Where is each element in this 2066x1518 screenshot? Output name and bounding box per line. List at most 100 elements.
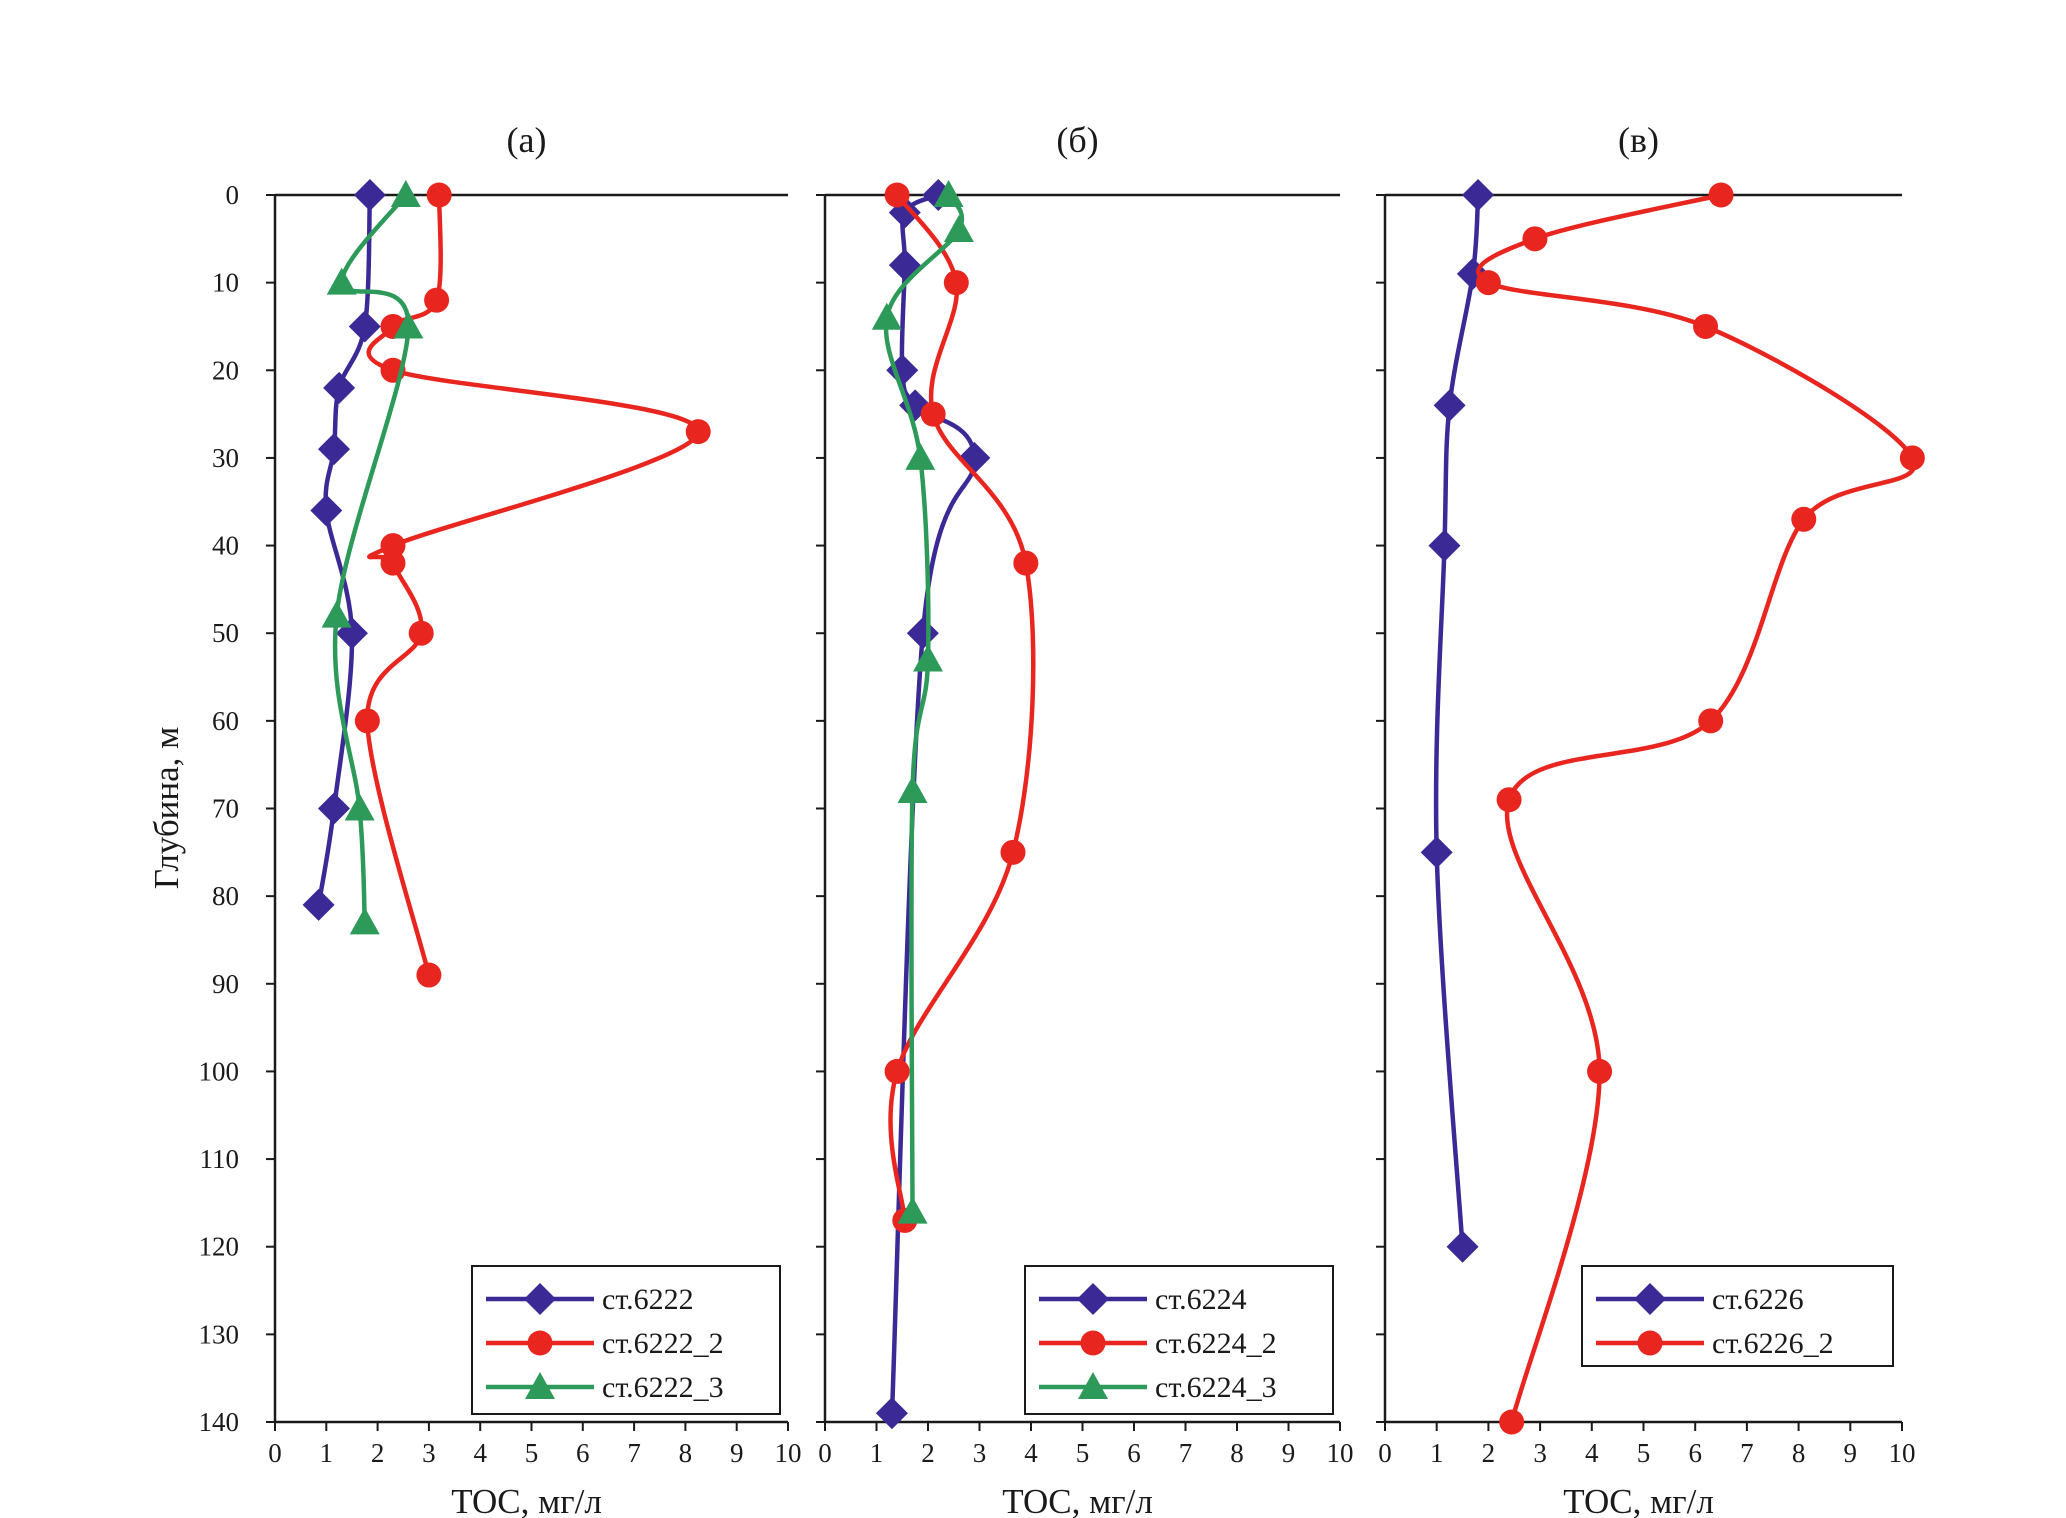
legend-marker [524,1283,556,1315]
x-tick-label: 9 [730,1438,744,1468]
x-tick-label: 10 [1327,1438,1354,1468]
y-tick-label: 0 [226,180,240,210]
data-point [685,419,711,445]
x-tick-label: 0 [1378,1438,1392,1468]
legend-marker [1637,1330,1663,1356]
x-tick-label: 6 [1127,1438,1141,1468]
y-tick-label: 70 [212,794,239,824]
x-tick-label: 5 [1637,1438,1651,1468]
data-point [1433,389,1466,422]
x-tick-label: 7 [1740,1438,1754,1468]
data-point [323,371,356,404]
legend-marker [525,1372,555,1399]
panel-title: (а) [507,120,547,160]
data-point [884,182,910,208]
x-tick-label: 2 [1482,1438,1496,1468]
series-ст.6224_3 [871,180,974,1224]
y-tick-label: 90 [212,969,239,999]
data-point [344,793,375,821]
data-point [875,1397,908,1430]
data-point [390,180,421,207]
series-ст.6226_2 [1475,182,1925,1435]
legend-box [1581,1265,1894,1367]
series-ст.6222_2 [354,182,711,988]
data-point [1698,708,1724,734]
legend-marker [527,1330,553,1356]
data-point [1420,836,1453,869]
data-point [913,644,943,672]
data-point [416,962,442,988]
legend-box [471,1265,781,1415]
legend-label: ст.6226_2 [1712,1327,1834,1360]
x-tick-label: 2 [921,1438,935,1468]
x-tick-label: 5 [1076,1438,1090,1468]
data-point [1462,179,1495,211]
data-point [380,533,406,559]
data-point [897,1196,928,1224]
legend-label: ст.6224_3 [1155,1371,1277,1404]
data-point [354,708,380,734]
series-line [365,192,701,978]
data-point [321,600,352,628]
data-point [426,182,452,208]
data-point [349,907,380,935]
data-point [326,267,357,295]
y-tick-label: 140 [199,1407,240,1437]
x-tick-label: 1 [870,1438,884,1468]
data-point [1496,787,1522,813]
x-axis-label: TOC, мг/л [451,1482,602,1518]
data-point [888,249,921,282]
series-ст.6224_2 [884,182,1039,1233]
data-point [1000,839,1026,865]
y-tick-label: 130 [199,1319,240,1349]
data-point [1899,445,1925,471]
x-tick-label: 9 [1844,1438,1858,1468]
x-tick-label: 4 [1024,1438,1038,1468]
legend: ст.6222 ст.6222_2 ст.6222_3 [471,1265,781,1415]
x-tick-label: 6 [1688,1438,1702,1468]
data-point [920,401,946,427]
series-ст.6224 [875,179,991,1430]
legend-label: ст.6222_3 [602,1371,724,1404]
legend-label: ст.6226 [1712,1283,1804,1316]
data-point [348,310,381,343]
y-tick-label: 110 [200,1144,240,1174]
x-tick-label: 0 [818,1438,832,1468]
series-ст.6226 [1420,179,1495,1263]
y-tick-label: 40 [212,531,239,561]
data-point [943,270,969,296]
x-tick-label: 6 [576,1438,590,1468]
legend-marker [1078,1372,1108,1399]
legend-marker [1077,1283,1109,1315]
x-tick-label: 8 [679,1438,693,1468]
data-point [1522,226,1548,252]
panel-2: 0 1 2 3 4 5 6 7 8 9 10 (б) TOC, мг/л ст.6224 ст.6224_2… [816,120,1354,1518]
x-tick-label: 3 [1533,1438,1547,1468]
x-tick-label: 8 [1230,1438,1244,1468]
data-point [897,775,928,803]
data-point [1708,182,1734,208]
data-point [1791,506,1817,532]
series-line [883,192,965,1214]
series-line [1476,192,1917,1425]
data-point [905,442,936,470]
x-tick-label: 4 [1585,1438,1599,1468]
x-tick-label: 3 [973,1438,987,1468]
x-tick-label: 5 [525,1438,539,1468]
legend-label: ст.6224_2 [1155,1327,1277,1360]
data-point [393,311,424,339]
legend-marker [1080,1330,1106,1356]
panel-title: (б) [1056,120,1098,160]
series-line [1433,192,1481,1249]
legend-label: ст.6222 [602,1283,694,1316]
legend-box [1024,1265,1334,1415]
data-point [933,180,964,207]
x-tick-label: 2 [371,1438,385,1468]
data-point [317,433,350,466]
data-point [302,888,335,921]
x-tick-label: 10 [775,1438,802,1468]
legend-label: ст.6224 [1155,1283,1247,1316]
data-point [906,617,939,650]
data-point [958,441,991,474]
